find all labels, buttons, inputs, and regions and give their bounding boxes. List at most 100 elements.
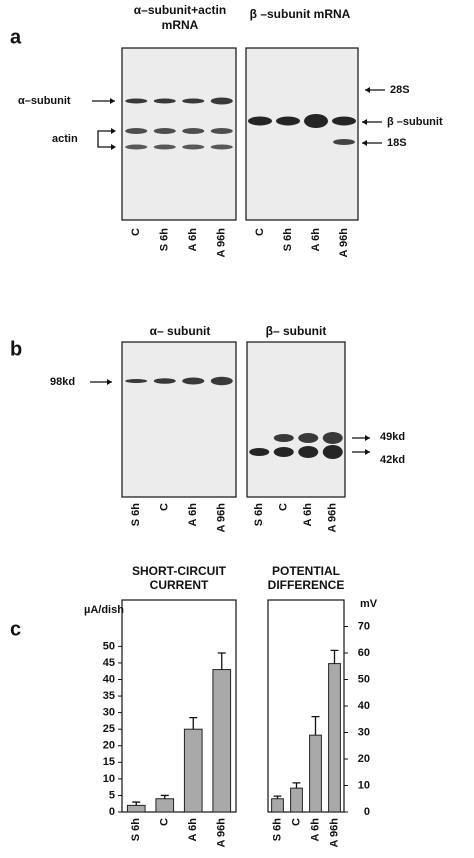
y-tick-label: 0 — [364, 806, 370, 818]
bar — [309, 734, 322, 813]
band — [182, 98, 205, 104]
band — [125, 98, 148, 104]
y-tick-label: 30 — [358, 726, 370, 738]
y-tick-label: 40 — [103, 673, 115, 685]
y-tick-label: 40 — [358, 700, 370, 712]
band — [322, 432, 343, 444]
marker-label: 18S — [387, 137, 407, 149]
marker-label: 28S — [390, 84, 410, 96]
band — [298, 446, 319, 458]
band — [276, 116, 300, 126]
band — [182, 144, 205, 150]
y-tick-label: 70 — [358, 620, 370, 632]
band — [322, 445, 343, 459]
x-tick-label: C — [159, 818, 171, 826]
arrow-head — [365, 87, 370, 93]
marker-label: 42kd — [380, 454, 405, 466]
chart-title: DIFFERENCE — [268, 578, 345, 592]
x-tick-label: A 6h — [187, 818, 199, 842]
y-tick-label: 20 — [358, 753, 370, 765]
lane-label: A 96h — [338, 228, 350, 258]
lane-label: S 6h — [253, 503, 265, 527]
blot — [121, 47, 237, 221]
band — [298, 433, 319, 443]
y-tick-label: 60 — [358, 647, 370, 659]
band — [210, 376, 233, 386]
lane-label: A 96h — [216, 228, 228, 258]
error-bar — [292, 782, 301, 789]
blot-title: α–subunit+actin — [134, 3, 226, 17]
y-tick-label: 50 — [358, 673, 370, 685]
y-tick-label: 10 — [103, 773, 115, 785]
band — [182, 377, 205, 385]
band — [125, 144, 148, 150]
y-tick-label: 45 — [103, 657, 115, 669]
panel-letter: c — [10, 618, 21, 640]
y-tick-label: 35 — [103, 690, 115, 702]
y-tick-label: 20 — [103, 740, 115, 752]
blot — [245, 47, 359, 221]
x-tick-label: A 96h — [328, 818, 340, 848]
arrow-head — [110, 98, 115, 104]
x-tick-label: A 6h — [309, 818, 321, 842]
y-tick-label: 10 — [358, 779, 370, 791]
bar — [183, 728, 203, 813]
error-bar — [217, 652, 226, 670]
lane-label: A 6h — [187, 503, 199, 527]
error-bar — [330, 649, 339, 664]
axis-label: mV — [360, 598, 378, 610]
plot-frame — [121, 599, 237, 813]
bar — [212, 669, 232, 813]
error-bar — [273, 795, 282, 799]
lane-label: S 6h — [282, 228, 294, 252]
blot-title: mRNA — [162, 18, 199, 32]
lane-label: A 6h — [302, 503, 314, 527]
lane-label: C — [254, 228, 266, 236]
band — [249, 448, 270, 456]
error-bar — [311, 715, 320, 736]
bar — [290, 787, 303, 813]
marker-label: actin — [52, 133, 78, 145]
marker-label: β –subunit — [387, 116, 443, 128]
y-tick-label: 50 — [103, 640, 115, 652]
band — [273, 434, 294, 442]
band — [210, 128, 233, 134]
band — [210, 144, 233, 150]
band — [153, 98, 176, 104]
bar — [126, 804, 146, 813]
arrow-head — [365, 435, 370, 441]
band — [182, 128, 205, 134]
band — [210, 97, 233, 105]
chart-title: CURRENT — [150, 578, 209, 592]
blot — [246, 341, 346, 498]
arrow-head — [362, 119, 367, 125]
y-tick-label: 25 — [103, 723, 115, 735]
bar — [155, 798, 175, 813]
x-tick-label: S 6h — [271, 818, 283, 842]
marker-label: 98kd — [50, 376, 75, 388]
arrow-head — [362, 140, 367, 146]
band — [153, 144, 176, 150]
error-bar — [132, 801, 141, 806]
band — [153, 378, 176, 384]
panel-letter: a — [10, 26, 22, 48]
blot-title: β– subunit — [266, 324, 327, 338]
bar — [328, 663, 341, 813]
lane-label: C — [130, 228, 142, 236]
bar — [271, 798, 284, 813]
chart-title: SHORT-CIRCUIT — [132, 564, 227, 578]
y-tick-label: 15 — [103, 756, 115, 768]
lane-label: A 96h — [327, 503, 339, 533]
blot-title: α– subunit — [150, 324, 211, 338]
marker-label: α–subunit — [18, 95, 71, 107]
lane-label: C — [278, 503, 290, 511]
band — [125, 128, 148, 134]
y-tick-label: 5 — [109, 789, 115, 801]
marker-label: 49kd — [380, 431, 405, 443]
band — [332, 116, 356, 126]
arrow-head — [111, 128, 116, 134]
x-tick-label: C — [290, 818, 302, 826]
error-bar — [160, 794, 169, 799]
x-tick-label: S 6h — [130, 818, 142, 842]
band — [125, 379, 148, 383]
